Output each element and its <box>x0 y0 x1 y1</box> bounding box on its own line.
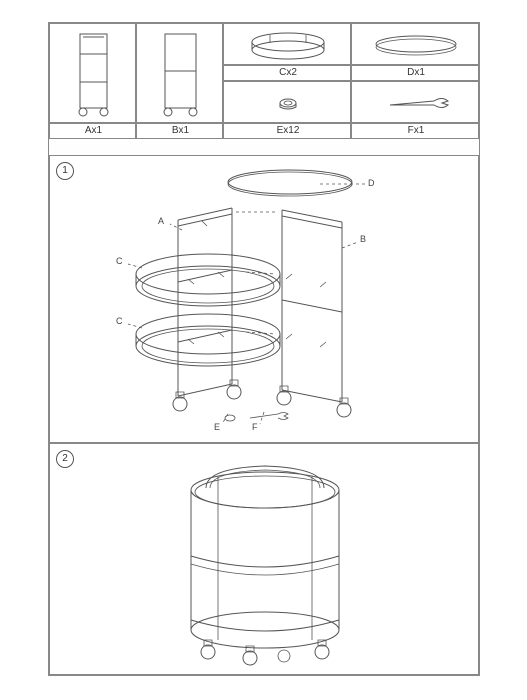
part-label-C: Cx2 <box>223 65 351 81</box>
step-1: 1 <box>49 155 479 443</box>
part-label-B: Bx1 <box>136 123 223 139</box>
step-1-drawing <box>50 156 480 444</box>
part-C-drawing <box>224 24 352 66</box>
callout-C1: C <box>116 256 123 266</box>
part-cell-A <box>49 23 136 123</box>
part-label-A: Ax1 <box>49 123 136 139</box>
part-C-label: Cx2 <box>224 67 352 78</box>
part-cell-B <box>136 23 223 123</box>
callout-F: F <box>252 422 258 432</box>
part-E-label: Ex12 <box>224 125 352 136</box>
part-cell-C <box>223 23 351 65</box>
page: Ax1 Bx1 Cx2 <box>0 0 527 700</box>
callout-C2: C <box>116 316 123 326</box>
step-2-number: 2 <box>56 450 74 468</box>
part-label-E: Ex12 <box>223 123 351 139</box>
part-A-drawing <box>50 24 137 124</box>
part-label-F: Fx1 <box>351 123 479 139</box>
step-1-number: 1 <box>56 162 74 180</box>
part-cell-D <box>351 23 479 65</box>
part-B-drawing <box>137 24 224 124</box>
part-cell-F <box>351 81 479 123</box>
part-A-label: Ax1 <box>50 125 137 136</box>
part-B-label: Bx1 <box>137 125 224 136</box>
callout-D: D <box>368 178 375 188</box>
callout-B: B <box>360 234 366 244</box>
part-label-D: Dx1 <box>351 65 479 81</box>
step-2: 2 <box>49 443 479 675</box>
callout-E: E <box>214 422 220 432</box>
outer-frame: Ax1 Bx1 Cx2 <box>48 22 480 676</box>
part-E-drawing <box>224 82 352 124</box>
part-F-label: Fx1 <box>352 125 480 136</box>
part-F-drawing <box>352 82 480 124</box>
part-D-label: Dx1 <box>352 67 480 78</box>
part-cell-E <box>223 81 351 123</box>
part-D-drawing <box>352 24 480 66</box>
step-2-drawing <box>50 444 480 676</box>
callout-A: A <box>158 216 164 226</box>
